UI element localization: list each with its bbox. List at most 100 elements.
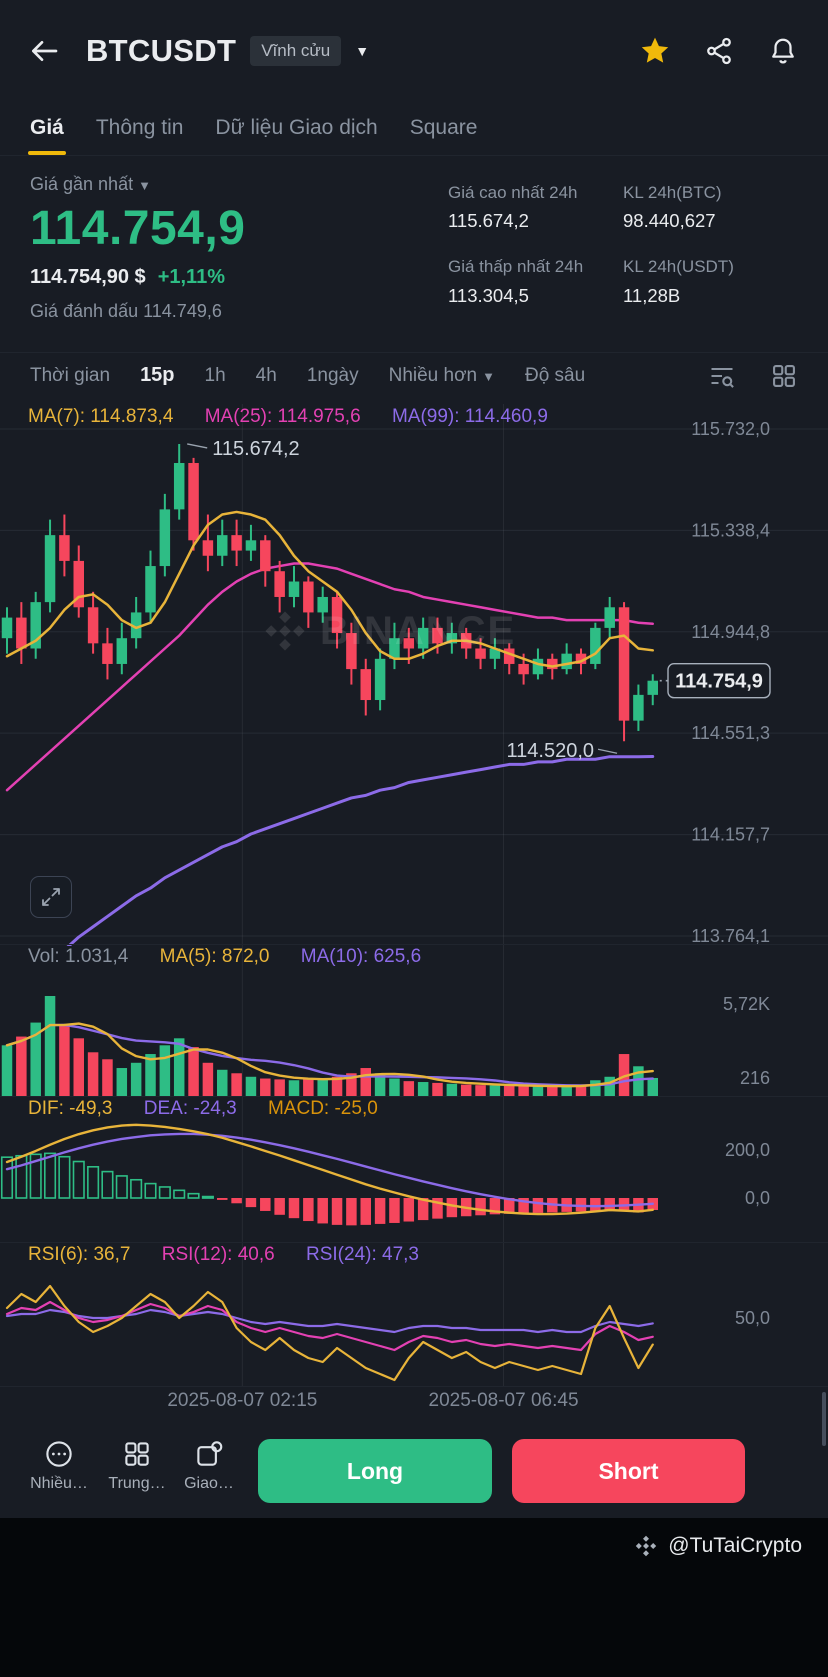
ma25-legend: MA(25): 114.975,6 <box>204 406 361 427</box>
action-bar: Nhiều… Trung… Giao… Long Short <box>0 1437 828 1511</box>
indicators-icon[interactable] <box>708 362 736 390</box>
symbol-selector[interactable]: BTCUSDT Vĩnh cửu ▼ <box>86 33 369 69</box>
interval-4h[interactable]: 4h <box>255 364 277 386</box>
svg-text:113.764,1: 113.764,1 <box>691 926 770 946</box>
svg-text:2025-08-07 06:45: 2025-08-07 06:45 <box>429 1390 579 1411</box>
share-icon <box>707 37 731 65</box>
more-intervals-dropdown[interactable]: Nhiều hơn ▼ <box>388 364 495 386</box>
volume-pane <box>1 996 658 1096</box>
notifications-button[interactable] <box>766 34 800 68</box>
more-actions-label: Nhiều… <box>30 1475 88 1492</box>
watermark-text: BINANCE <box>320 608 517 653</box>
long-button[interactable]: Long <box>258 1439 492 1503</box>
svg-text:115.732,0: 115.732,0 <box>691 419 770 439</box>
interval-15m[interactable]: 15p <box>140 364 175 386</box>
gridlines <box>0 404 828 1386</box>
tab-trading-data[interactable]: Dữ liệu Giao dịch <box>215 100 377 155</box>
trade-view-button[interactable]: Giao… <box>176 1439 242 1493</box>
pane-separator <box>0 1386 828 1387</box>
mark-price-value: 114.749,6 <box>143 301 222 321</box>
svg-text:2025-08-07 02:15: 2025-08-07 02:15 <box>167 1390 317 1411</box>
expand-icon <box>42 888 60 906</box>
fullscreen-button[interactable] <box>30 876 72 918</box>
last-price-selector[interactable]: Giá gần nhất ▼ <box>30 174 245 195</box>
dea-legend: DEA: -24,3 <box>143 1098 237 1119</box>
interval-toolbar: Thời gian 15p 1h 4h 1ngày Nhiều hơn ▼ Độ … <box>0 352 828 398</box>
stat-volume-usdt: KL 24h(USDT) 11,28B <box>623 257 734 306</box>
stat-high-24h: Giá cao nhất 24h 115.674,2 <box>448 183 578 232</box>
header: BTCUSDT Vĩnh cửu ▼ <box>0 18 828 84</box>
svg-text:50,0: 50,0 <box>735 1308 770 1328</box>
chevron-down-icon: ▼ <box>138 178 151 193</box>
svg-text:200,0: 200,0 <box>725 1140 770 1160</box>
macd-value-legend: MACD: -25,0 <box>267 1098 378 1119</box>
rsi12-legend: RSI(12): 40,6 <box>161 1244 275 1265</box>
svg-text:115.674,2: 115.674,2 <box>212 438 300 460</box>
svg-text:114.944,8: 114.944,8 <box>691 622 770 642</box>
stat-low-24h: Giá thấp nhất 24h 113.304,5 <box>448 257 584 306</box>
binance-logo-icon <box>636 1535 657 1557</box>
bottom-black-bar: @TuTaiCrypto <box>0 1518 828 1677</box>
binance-logo-icon <box>265 611 305 651</box>
symbol-title: BTCUSDT <box>86 33 237 68</box>
credit-text: @TuTaiCrypto <box>668 1534 802 1557</box>
macd-pane <box>0 1123 658 1226</box>
rsi-legend: RSI(6): 36,7 RSI(12): 40,6 RSI(24): 47,3 <box>28 1244 445 1266</box>
ma99-legend: MA(99): 114.460,9 <box>391 406 548 427</box>
stats-grid: Giá cao nhất 24h 115.674,2 KL 24h(BTC) 98.… <box>448 182 808 307</box>
tab-info[interactable]: Thông tin <box>96 100 184 155</box>
neutral-grid-label: Trung… <box>108 1475 166 1492</box>
favorite-button[interactable] <box>638 34 672 68</box>
tab-bar: Giá Thông tin Dữ liệu Giao dịch Square <box>0 100 828 156</box>
macd-legend: DIF: -49,3 DEA: -24,3 MACD: -25,0 <box>28 1098 404 1120</box>
share-button[interactable] <box>702 34 736 68</box>
tab-label: Dữ liệu Giao dịch <box>215 115 378 139</box>
svg-text:114.551,3: 114.551,3 <box>691 723 770 743</box>
interval-1d[interactable]: 1ngày <box>306 364 359 386</box>
back-button[interactable] <box>28 31 68 71</box>
depth-button[interactable]: Độ sâu <box>524 364 586 386</box>
pane-separator <box>0 1242 828 1243</box>
tab-label: Giá <box>30 115 64 139</box>
chevron-down-icon: ▼ <box>482 368 495 384</box>
volume-legend: Vol: 1.031,4 MA(5): 872,0 MA(10): 625,6 <box>28 946 447 968</box>
tab-price[interactable]: Giá <box>30 100 64 155</box>
contract-type-badge: Vĩnh cửu <box>250 36 342 66</box>
short-button[interactable]: Short <box>512 1439 745 1503</box>
more-actions-button[interactable]: Nhiều… <box>26 1439 92 1493</box>
mark-price-row: Giá đánh dấu 114.749,6 <box>30 301 245 322</box>
svg-text:115.338,4: 115.338,4 <box>691 520 770 540</box>
stat-volume-btc: KL 24h(BTC) 98.440,627 <box>623 183 722 232</box>
tab-label: Square <box>409 115 478 139</box>
price-pane <box>1 443 658 946</box>
tab-square[interactable]: Square <box>410 100 478 155</box>
chevron-down-icon: ▼ <box>355 43 370 59</box>
vol-legend: Vol: 1.031,4 <box>28 946 129 967</box>
layout-grid-icon[interactable] <box>770 362 798 390</box>
scrollbar-thumb[interactable] <box>822 1392 826 1446</box>
trade-view-label: Giao… <box>184 1475 234 1492</box>
pane-separator <box>0 944 828 945</box>
interval-1h[interactable]: 1h <box>204 364 226 386</box>
rsi-pane <box>5 1284 654 1382</box>
star-icon <box>641 37 669 63</box>
ma7-legend: MA(7): 114.873,4 <box>28 406 174 427</box>
neutral-grid-button[interactable]: Trung… <box>104 1439 170 1493</box>
ma-legend: MA(7): 114.873,4 MA(25): 114.975,6 MA(99… <box>28 406 574 428</box>
svg-text:114.520,0: 114.520,0 <box>507 740 595 762</box>
back-arrow-icon <box>32 41 58 61</box>
credit-watermark: @TuTaiCrypto <box>634 1534 802 1558</box>
dif-legend: DIF: -49,3 <box>28 1098 113 1119</box>
svg-text:5,72K: 5,72K <box>723 994 770 1014</box>
fiat-price: 114.754,90 $ <box>30 266 146 288</box>
vol-ma5-legend: MA(5): 872,0 <box>159 946 270 967</box>
ticker-panel: Giá gần nhất ▼ 114.754,9 114.754,90 $ +1,… <box>30 174 245 322</box>
current-price-tag <box>667 663 771 699</box>
grid-icon <box>125 1442 149 1466</box>
svg-text:114.157,7: 114.157,7 <box>691 825 770 845</box>
rsi6-legend: RSI(6): 36,7 <box>28 1244 131 1265</box>
ellipsis-circle-icon <box>46 1441 72 1467</box>
pane-separator <box>0 1096 828 1097</box>
rsi24-legend: RSI(24): 47,3 <box>306 1244 419 1265</box>
